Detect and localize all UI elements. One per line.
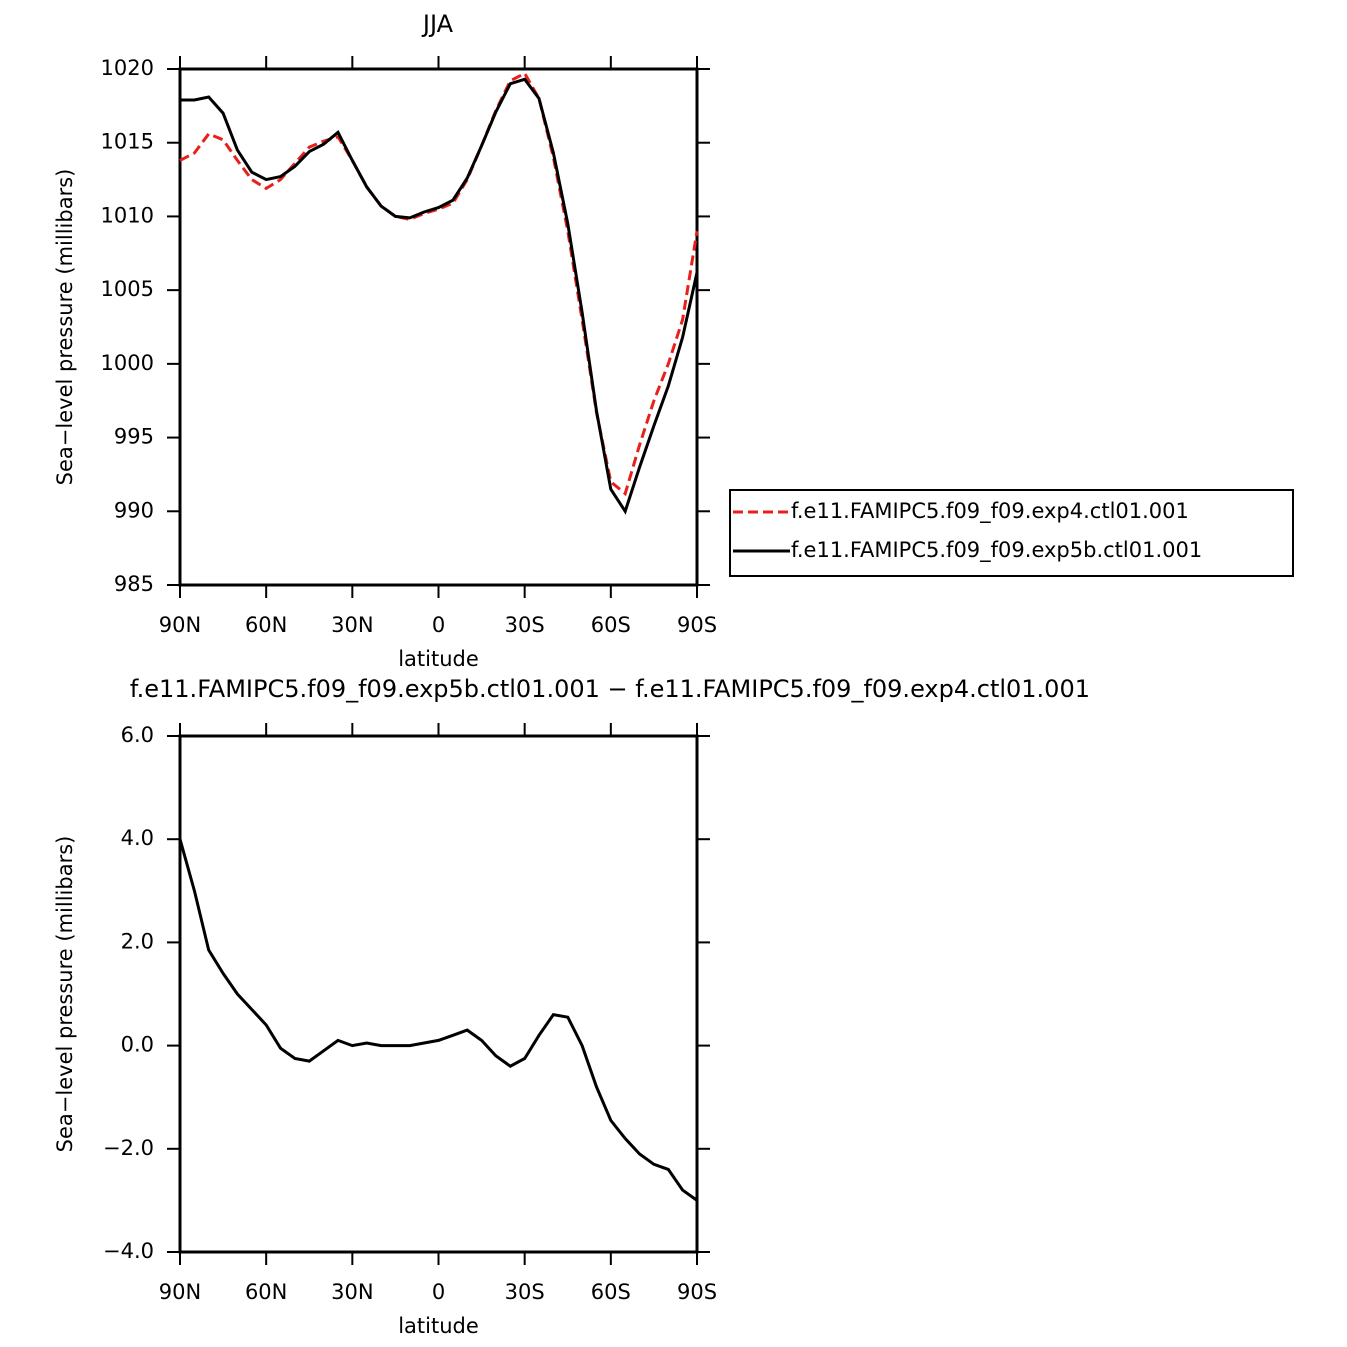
- legend-label: f.e11.FAMIPC5.f09_f09.exp5b.ctl01.001: [791, 538, 1202, 563]
- data-line: [180, 77, 699, 515]
- y-axis-label: Sea−level pressure (millibars): [53, 169, 77, 486]
- legend-box: [729, 489, 1294, 577]
- x-tick-label: 90S: [677, 1280, 717, 1304]
- y-tick-label: 1000: [101, 351, 154, 375]
- y-tick-label: 990: [114, 498, 154, 522]
- x-tick-label: 30S: [505, 1280, 545, 1304]
- y-tick-label: 6.0: [121, 723, 154, 747]
- plot-frame: [178, 67, 699, 587]
- y-tick-label: 1010: [101, 203, 154, 227]
- x-tick-label: 30N: [331, 613, 373, 637]
- y-tick-label: 1020: [101, 56, 154, 80]
- x-tick-label: 30N: [331, 1280, 373, 1304]
- y-tick-label: 985: [114, 572, 154, 596]
- y-tick-label: 4.0: [121, 826, 154, 850]
- plot-frame: [178, 734, 699, 1254]
- y-tick-label: 2.0: [121, 929, 154, 953]
- y-axis-label: Sea−level pressure (millibars): [53, 836, 77, 1153]
- x-tick-label: 60N: [245, 1280, 287, 1304]
- data-line: [179, 71, 699, 497]
- x-tick-label: 0: [432, 1280, 445, 1304]
- y-tick-label: −2.0: [103, 1136, 154, 1160]
- x-tick-label: 90N: [159, 613, 201, 637]
- x-tick-label: 30S: [505, 613, 545, 637]
- data-line: [178, 838, 698, 1202]
- legend-label: f.e11.FAMIPC5.f09_f09.exp4.ctl01.001: [791, 499, 1189, 524]
- x-tick-label: 90S: [677, 613, 717, 637]
- x-tick-label: 0: [432, 613, 445, 637]
- y-tick-label: 995: [114, 425, 154, 449]
- x-tick-label: 90N: [159, 1280, 201, 1304]
- chart-title: f.e11.FAMIPC5.f09_f09.exp5b.ctl01.001 − …: [130, 675, 1090, 703]
- x-tick-label: 60S: [591, 1280, 631, 1304]
- x-tick-label: 60S: [591, 613, 631, 637]
- y-tick-label: 1005: [101, 277, 154, 301]
- y-tick-label: 1015: [101, 130, 154, 154]
- y-tick-label: −4.0: [103, 1239, 154, 1263]
- x-tick-label: 60N: [245, 613, 287, 637]
- y-tick-label: 0.0: [121, 1033, 154, 1057]
- x-axis-label: latitude: [398, 647, 479, 671]
- chart-title: JJA: [421, 10, 454, 38]
- x-axis-label: latitude: [398, 1314, 479, 1338]
